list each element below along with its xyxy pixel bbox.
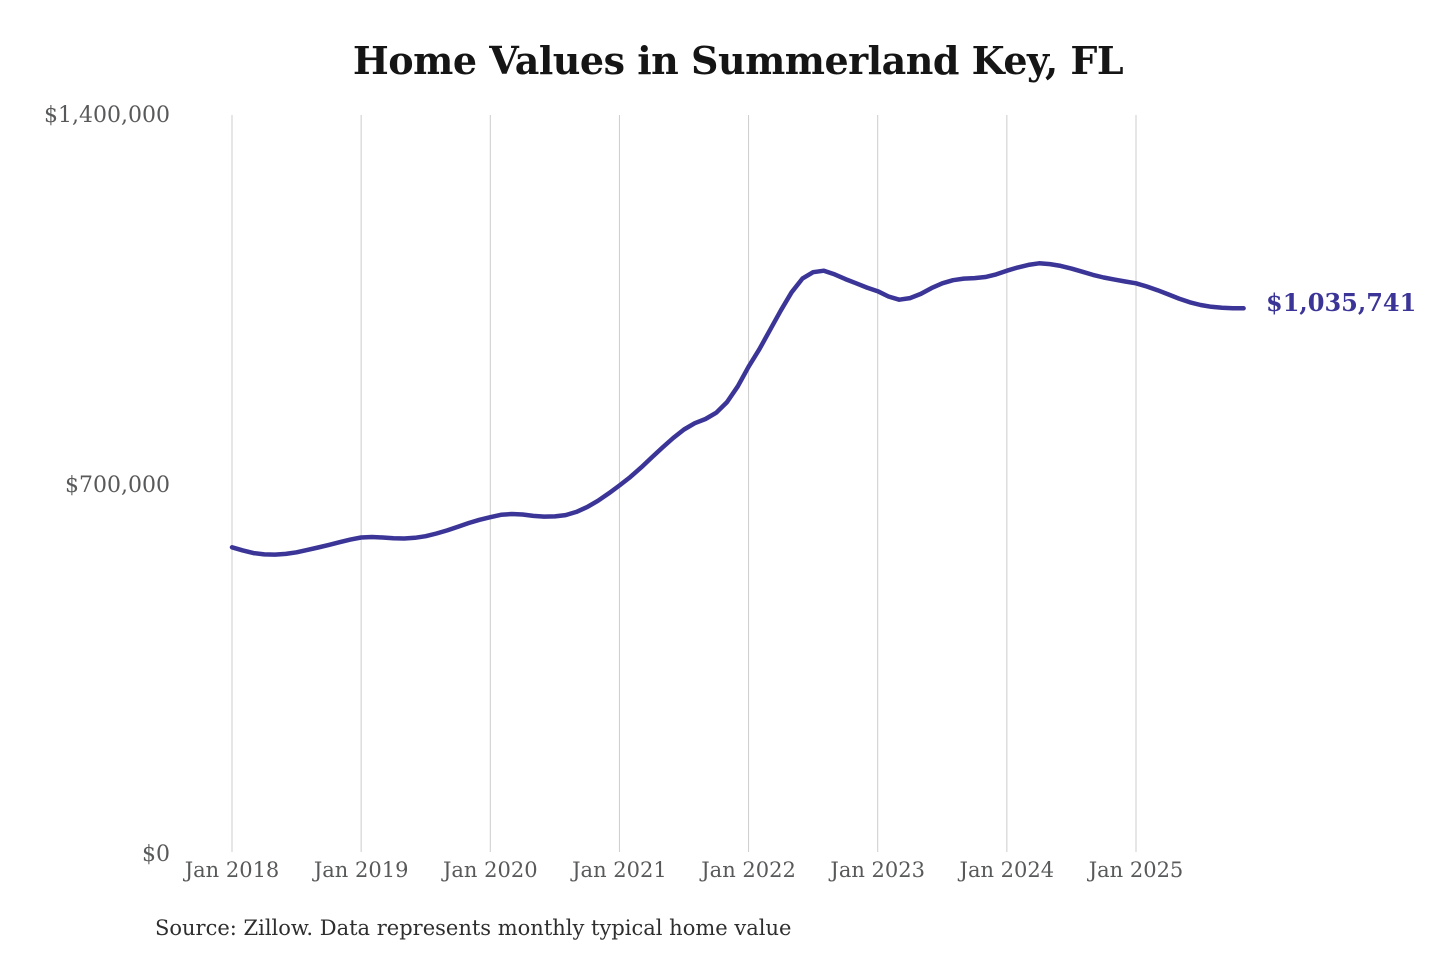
y-tick-label: $700,000 [65, 472, 170, 498]
final-value-label: $1,035,741 [1266, 288, 1417, 317]
home-value-line [229, 261, 1246, 557]
x-tick-label: Jan 2025 [1088, 858, 1184, 882]
x-tick-label: Jan 2024 [959, 858, 1055, 882]
x-tick-label: Jan 2019 [313, 858, 409, 882]
y-tick-label: $1,400,000 [44, 103, 170, 128]
chart-title: Home Values in Summerland Key, FL [352, 38, 1124, 83]
x-tick-label: Jan 2021 [572, 858, 667, 882]
x-tick-label: Jan 2022 [701, 858, 796, 882]
y-tick-label: $0 [142, 842, 170, 867]
gridlines [231, 115, 1137, 852]
x-tick-label: Jan 2020 [442, 858, 538, 882]
x-tick-label: Jan 2023 [830, 858, 925, 882]
x-tick-label: Jan 2018 [184, 858, 280, 882]
source-note: Source: Zillow. Data represents monthly … [155, 916, 792, 940]
